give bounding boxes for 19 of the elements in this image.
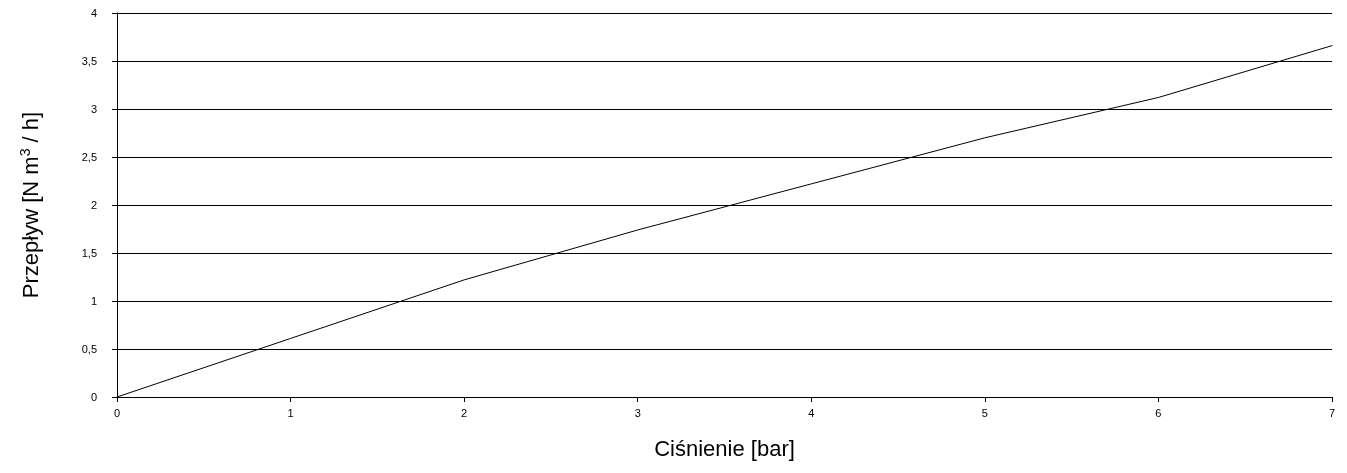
y-tick-label: 2,5 [81,151,97,163]
x-axis-title: Ciśnienie [bar] [654,435,795,461]
y-tick-label: 3,5 [81,55,97,67]
y-tick-label: 3 [90,103,97,115]
y-tick-label: 0 [90,391,97,403]
x-tick-label: 2 [461,406,468,419]
x-tick-label: 4 [808,406,815,419]
y-axis-title: Przepływ [N m3 / h] [17,111,43,299]
y-tick-label: 4 [90,7,97,19]
x-tick-label: 5 [981,406,988,419]
x-tick-label: 7 [1328,406,1336,419]
x-tick-label: 3 [634,406,641,419]
y-tick-label: 1,5 [81,247,97,259]
y-tick-label: 0,5 [81,343,97,355]
x-tick-label: 6 [1155,406,1162,419]
y-tick-label: 2 [90,199,97,211]
y-tick-label: 1 [90,295,97,307]
x-tick-label: 1 [287,406,294,419]
x-tick-label: 0 [113,406,121,419]
